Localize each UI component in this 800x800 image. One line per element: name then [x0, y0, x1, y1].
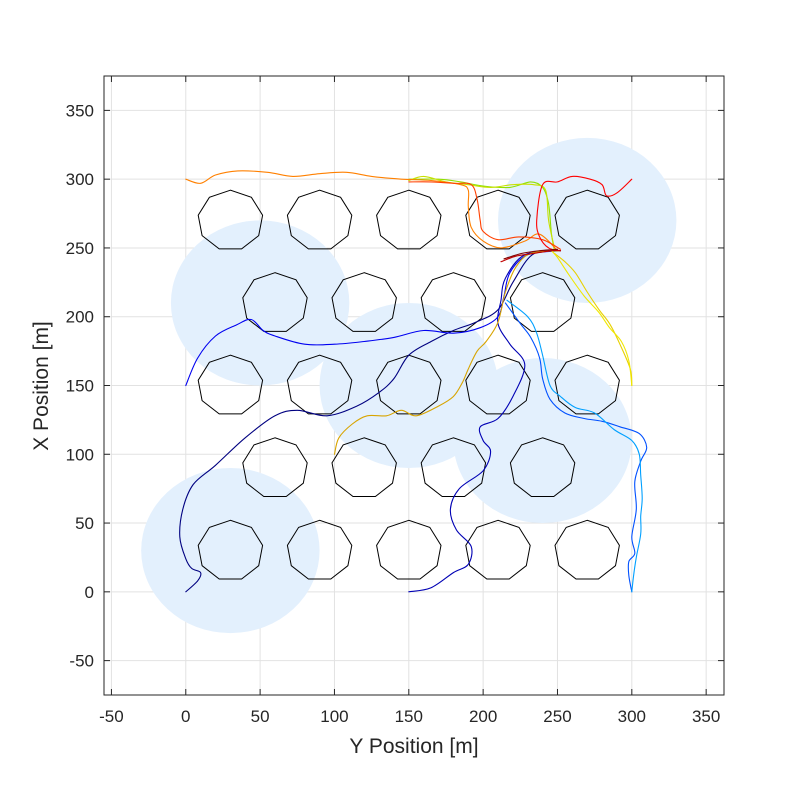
obstacle	[376, 189, 442, 250]
obstacle	[376, 519, 442, 580]
trajectory-line	[333, 250, 562, 455]
trajectory-line	[503, 248, 559, 260]
y-tick-label: 0	[85, 583, 94, 602]
trajectory-line	[536, 175, 633, 252]
coverage-zone	[141, 468, 320, 634]
x-tick-label: 200	[469, 707, 497, 726]
x-tick-label: 0	[181, 707, 190, 726]
trajectory-line	[506, 299, 643, 593]
x-tick-label: 150	[395, 707, 423, 726]
coverage-zones	[141, 137, 677, 634]
trajectory-line	[408, 181, 562, 250]
x-axis-ticks: -50 0 50 100 150 200 250 300 350	[99, 76, 720, 726]
trajectory-line	[185, 170, 559, 252]
y-tick-label: 300	[66, 170, 94, 189]
obstacle	[554, 354, 620, 415]
obstacle	[197, 519, 264, 580]
y-tick-label: 50	[75, 514, 94, 533]
obstacle	[242, 272, 308, 332]
obstacle-polygons	[197, 189, 620, 580]
obstacle	[509, 437, 576, 497]
coverage-zone	[319, 302, 499, 469]
obstacle	[465, 189, 531, 250]
obstacle	[420, 272, 487, 332]
trajectory-line	[179, 250, 559, 593]
obstacle	[331, 437, 397, 497]
obstacle	[286, 189, 353, 250]
y-tick-label: 250	[66, 239, 94, 258]
obstacle	[286, 519, 353, 580]
y-axis-ticks: -50 0 50 100 150 200 250 300 350	[66, 101, 724, 671]
obstacle	[197, 189, 264, 250]
obstacle	[331, 272, 397, 332]
trajectory-line	[504, 302, 648, 593]
obstacle	[242, 437, 308, 497]
x-tick-label: -50	[99, 707, 124, 726]
obstacle	[465, 519, 531, 580]
y-tick-label: 200	[66, 308, 94, 327]
x-tick-label: 50	[251, 707, 270, 726]
trajectory-line	[500, 249, 562, 263]
y-axis-label: X Position [m]	[30, 321, 53, 451]
y-tick-label: -50	[69, 652, 94, 671]
obstacle	[554, 519, 620, 580]
y-tick-label: 350	[66, 101, 94, 120]
coverage-zone	[453, 357, 632, 524]
trajectory-line	[408, 175, 556, 249]
x-tick-label: 300	[618, 707, 646, 726]
x-tick-label: 100	[320, 707, 348, 726]
obstacle	[509, 272, 576, 332]
coverage-zone	[170, 220, 350, 386]
obstacle	[465, 354, 531, 415]
x-tick-label: 250	[543, 707, 571, 726]
trajectory-series	[179, 170, 648, 593]
obstacle	[197, 354, 264, 415]
obstacle	[554, 189, 620, 250]
obstacle	[286, 354, 353, 415]
trajectory-line	[550, 250, 633, 387]
x-axis-label: Y Position [m]	[349, 735, 478, 758]
x-tick-label: 350	[692, 707, 720, 726]
obstacle	[420, 437, 487, 497]
trajectory-line	[553, 252, 633, 387]
y-tick-label: 150	[66, 377, 94, 396]
trajectory-line	[408, 250, 562, 593]
y-tick-label: 100	[66, 445, 94, 464]
